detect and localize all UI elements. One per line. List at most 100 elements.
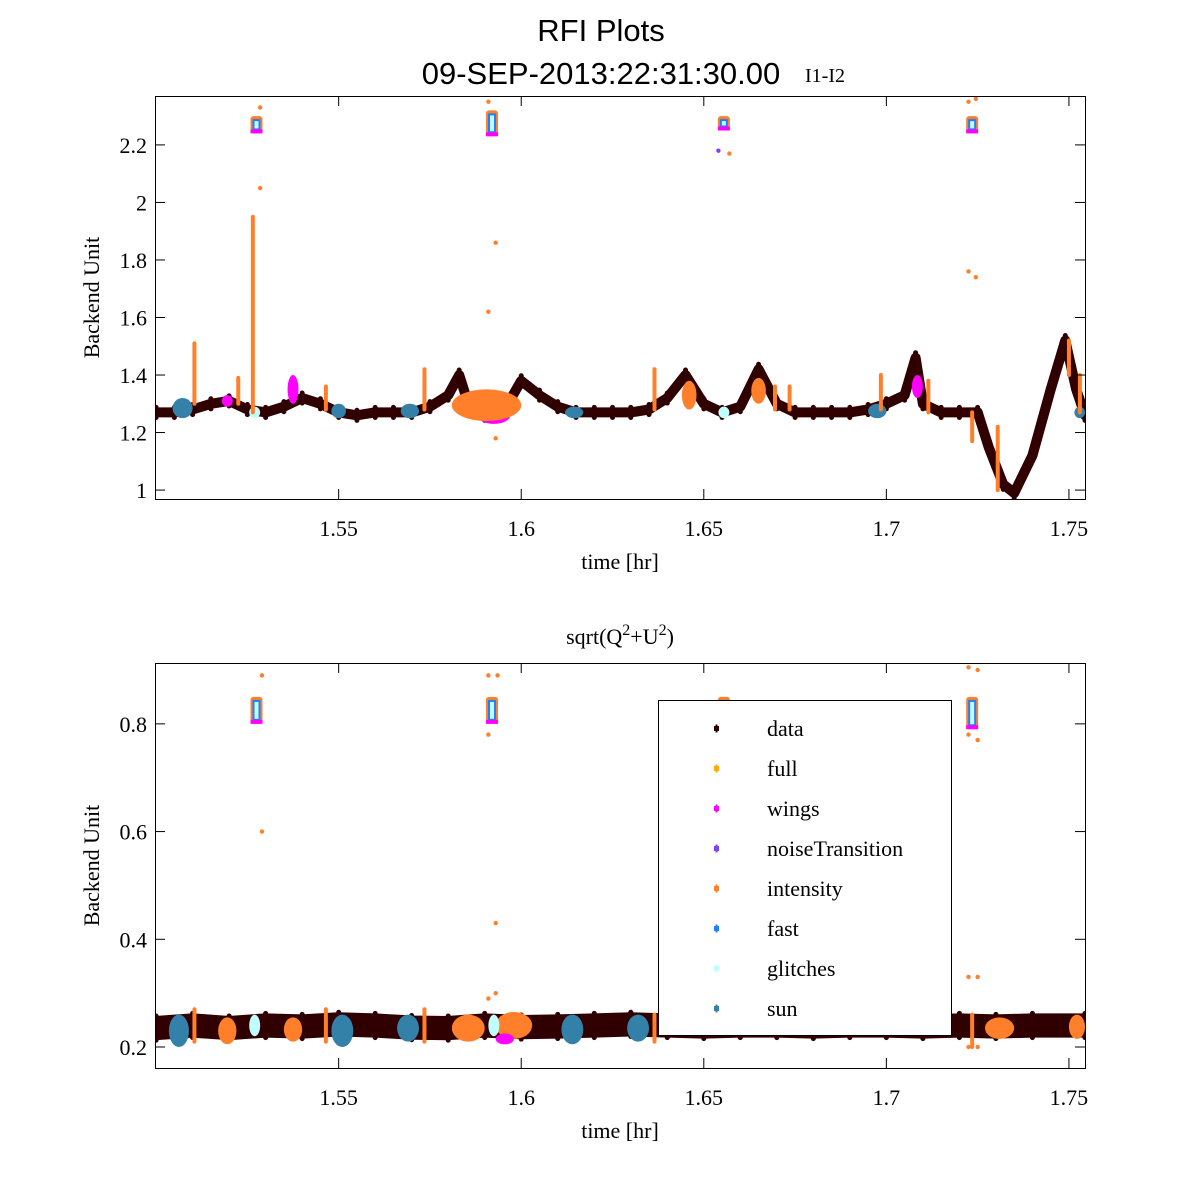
intensity-point [486,309,491,314]
data-point [591,1035,597,1041]
data-point [336,1009,342,1015]
noiseTransition-point [716,148,721,153]
legend-marker-full [715,764,718,773]
data-point [737,399,743,405]
data-point [956,1010,962,1016]
data-point [628,404,634,410]
data-point [1082,1010,1085,1016]
data-point [646,402,652,408]
intensity-point [966,1044,971,1050]
data-point [810,414,816,420]
data-point [913,350,919,356]
data-point [810,404,816,410]
data-point [993,1011,999,1017]
intensity-point [966,665,971,670]
data-point [956,404,962,410]
data-point [986,439,992,445]
y-tick-label: 2.2 [120,133,148,158]
legend-marker-wings [715,804,718,813]
data-point [226,1013,232,1019]
legend-item-fast: fast [714,916,799,941]
data-point [664,390,670,396]
data-point [536,397,542,403]
legend-marker-data [715,724,718,733]
data-point [610,414,616,420]
glitches-blob [249,1014,261,1037]
title-sup: 2 [622,622,630,639]
data-point [956,1035,962,1041]
data-point [737,409,743,415]
data-point [920,396,926,402]
intensity-point [493,920,498,926]
y-tick-label: 1.6 [120,305,148,330]
data-point [456,367,462,373]
data-point [299,1036,305,1042]
x-tick-label: 1.65 [685,1085,724,1110]
glitches-cluster [970,701,975,725]
data-point [1000,486,1006,492]
legend-item-noiseTransition: noiseTransition [714,836,903,861]
data-point [913,360,919,366]
sun-blob [561,1014,584,1045]
overlay-label: I1-I2 [805,65,845,87]
intensity-point [966,732,971,737]
data-point [427,399,433,405]
y-tick-label: 2 [136,190,147,215]
wings-cluster [486,719,499,724]
data-point [810,1036,816,1042]
intensity-point [727,151,732,156]
glitches-cluster [970,121,975,129]
data-point [664,400,670,406]
legend-item-wings: wings [714,796,820,821]
intensity-blob [751,377,766,404]
intensity-blob [451,1014,485,1042]
intensity-blob [1068,1014,1085,1039]
data-point [1082,417,1085,423]
data-point [938,414,944,420]
sun-blob [172,398,193,419]
wings-cluster [966,129,979,134]
data-point [847,404,853,410]
y-tick-label: 1.4 [120,363,148,388]
data-point [190,412,196,418]
x-tick-label: 1.55 [319,1085,358,1110]
wings-blob [287,375,299,404]
intensity-point [486,99,491,104]
legend-item-data: data [714,716,804,741]
data-point [865,402,871,408]
x-tick-label: 1.55 [319,516,358,541]
sun-blob [397,1014,419,1042]
data-point [555,1011,561,1017]
data-point [482,1035,488,1041]
data-point [555,409,561,415]
intensity-point [975,667,980,673]
legend-item-full: full [714,756,798,781]
glitches-cluster [254,121,259,129]
glitches-cluster [254,701,259,719]
data-point [354,417,360,423]
legend-marker-noiseTransition [715,844,718,853]
x-tick-label: 1.7 [873,1085,901,1110]
legend-label: fast [767,916,799,941]
data-point [1073,391,1079,397]
data-point [536,387,542,393]
intensity-point [966,99,971,104]
data-point [1062,332,1068,338]
data-point [372,414,378,420]
legend-item-glitches: glitches [714,956,835,981]
data-point [555,399,561,405]
legend-label: wings [767,796,820,821]
data-point [482,1010,488,1016]
legend-marker-glitches [715,964,718,973]
data-point [372,404,378,410]
wings-cluster [966,725,979,730]
intensity-point [486,732,491,737]
intensity-point [973,275,979,280]
intensity-point [966,269,971,274]
intensity-point [486,996,491,1001]
intensity-point [975,1044,980,1050]
data-point [263,404,269,410]
data-point [317,396,323,402]
data-point [938,404,944,410]
data-point [591,1010,597,1016]
